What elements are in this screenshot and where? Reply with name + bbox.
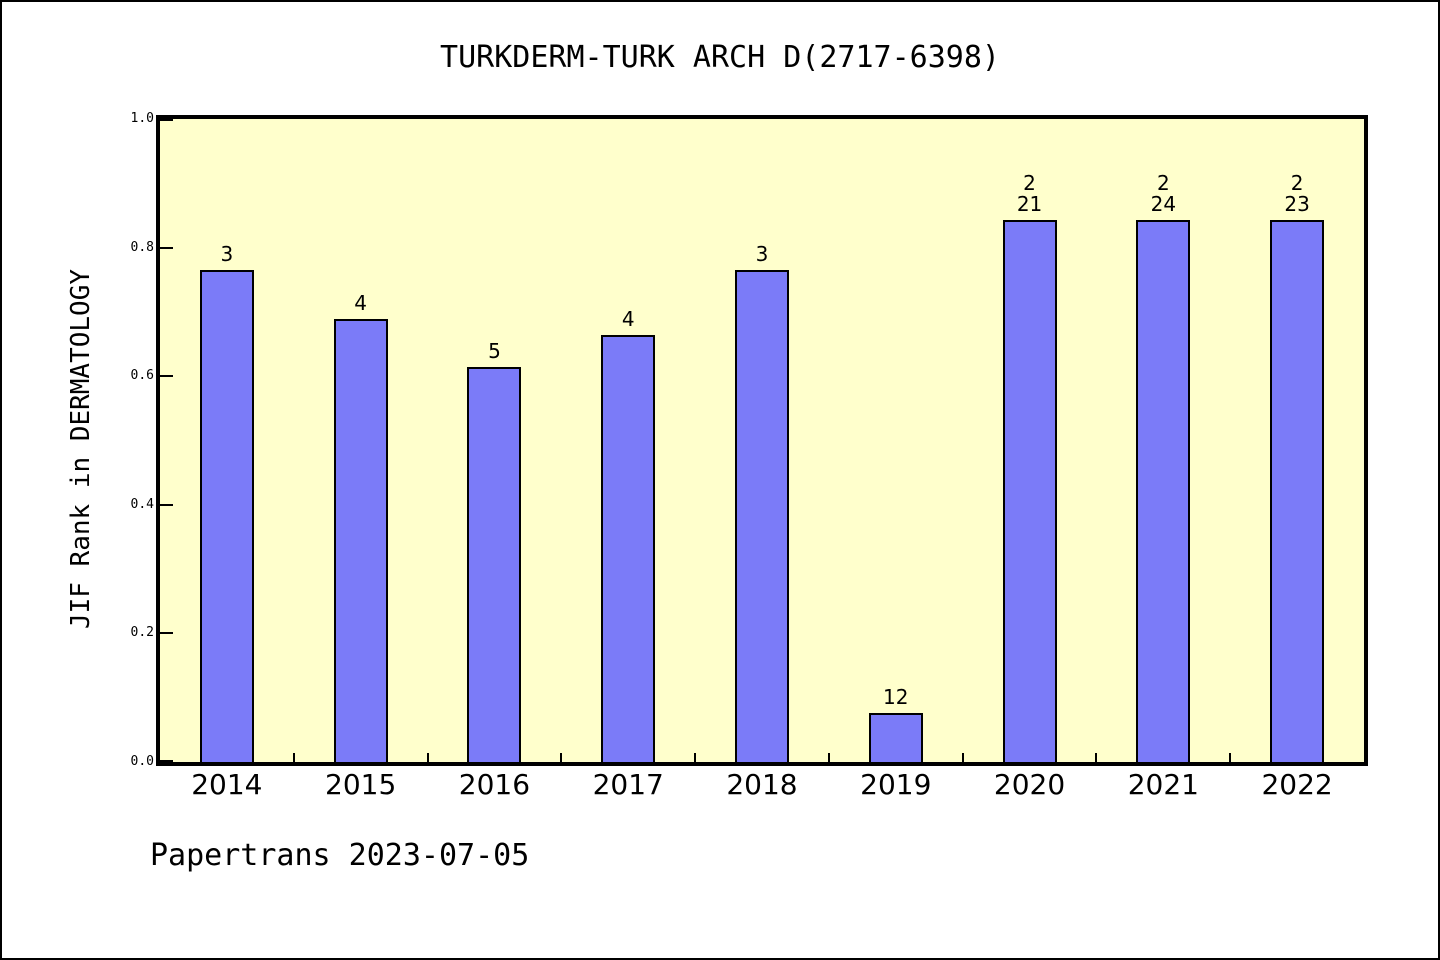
y-tick-label: 0.0 [130,754,154,769]
y-tick-mark [160,246,173,249]
x-tick-label-2019: 2019 [860,768,932,801]
bar-value-label: 2 23 [1284,171,1310,216]
x-tick-label-2014: 2014 [191,768,263,801]
x-tick-mark [292,753,295,762]
y-tick-mark [160,119,173,121]
x-tick-label-2015: 2015 [325,768,397,801]
bar-value-label: 2 24 [1150,171,1177,216]
y-axis-label: JIF Rank in DERMATOLOGY [66,268,96,630]
x-tick-mark [961,753,964,762]
x-tick-label-2018: 2018 [726,768,798,801]
footer-watermark: Papertrans 2023-07-05 [150,838,530,873]
bar-value-label: 3 [755,242,769,266]
y-tick-label: 0.6 [130,368,154,384]
x-tick-label-2020: 2020 [993,768,1066,801]
bar-2016 [467,367,522,762]
bar-value-label: 4 [354,291,368,315]
y-tick-label: 0.8 [130,239,154,255]
chart-title: TURKDERM-TURK ARCH D(2717-6398) [440,40,1000,75]
x-tick-mark [827,753,830,762]
bar-2014 [199,270,254,762]
bar-2022 [1270,220,1325,762]
y-tick-mark [160,760,173,762]
x-tick-label-2017: 2017 [592,768,664,801]
x-tick-label-2021: 2021 [1127,768,1199,801]
bar-2017 [601,335,656,762]
bar-value-label: 4 [621,307,635,331]
x-tick-mark [1095,753,1098,762]
x-tick-mark [426,753,429,762]
bar-2018 [735,270,789,762]
y-tick-mark [160,632,173,635]
bar-value-label: 5 [488,339,501,363]
x-tick-label-2022: 2022 [1261,768,1333,801]
y-tick-label: 0.2 [130,625,154,641]
y-tick-mark [160,503,173,506]
bar-2021 [1136,220,1191,762]
y-tick-label: 1.0 [130,111,154,126]
plot-inner: 3 4 5 4 3 12 2 21 2 24 2 23 [160,119,1364,762]
bar-value-label: 12 [883,685,909,709]
y-tick-mark [160,375,173,378]
plot-area: 3 4 5 4 3 12 2 21 2 24 2 23 [156,115,1368,766]
bar-2015 [333,319,388,762]
bar-value-label: 2 21 [1016,171,1043,216]
x-tick-mark [694,753,697,762]
x-tick-label-2016: 2016 [458,768,531,801]
bar-value-label: 3 [220,242,234,266]
y-tick-label: 0.4 [130,496,154,512]
x-tick-mark [1229,753,1232,762]
bar-2020 [1002,220,1057,762]
bar-2019 [868,713,923,762]
x-tick-mark [560,753,563,762]
